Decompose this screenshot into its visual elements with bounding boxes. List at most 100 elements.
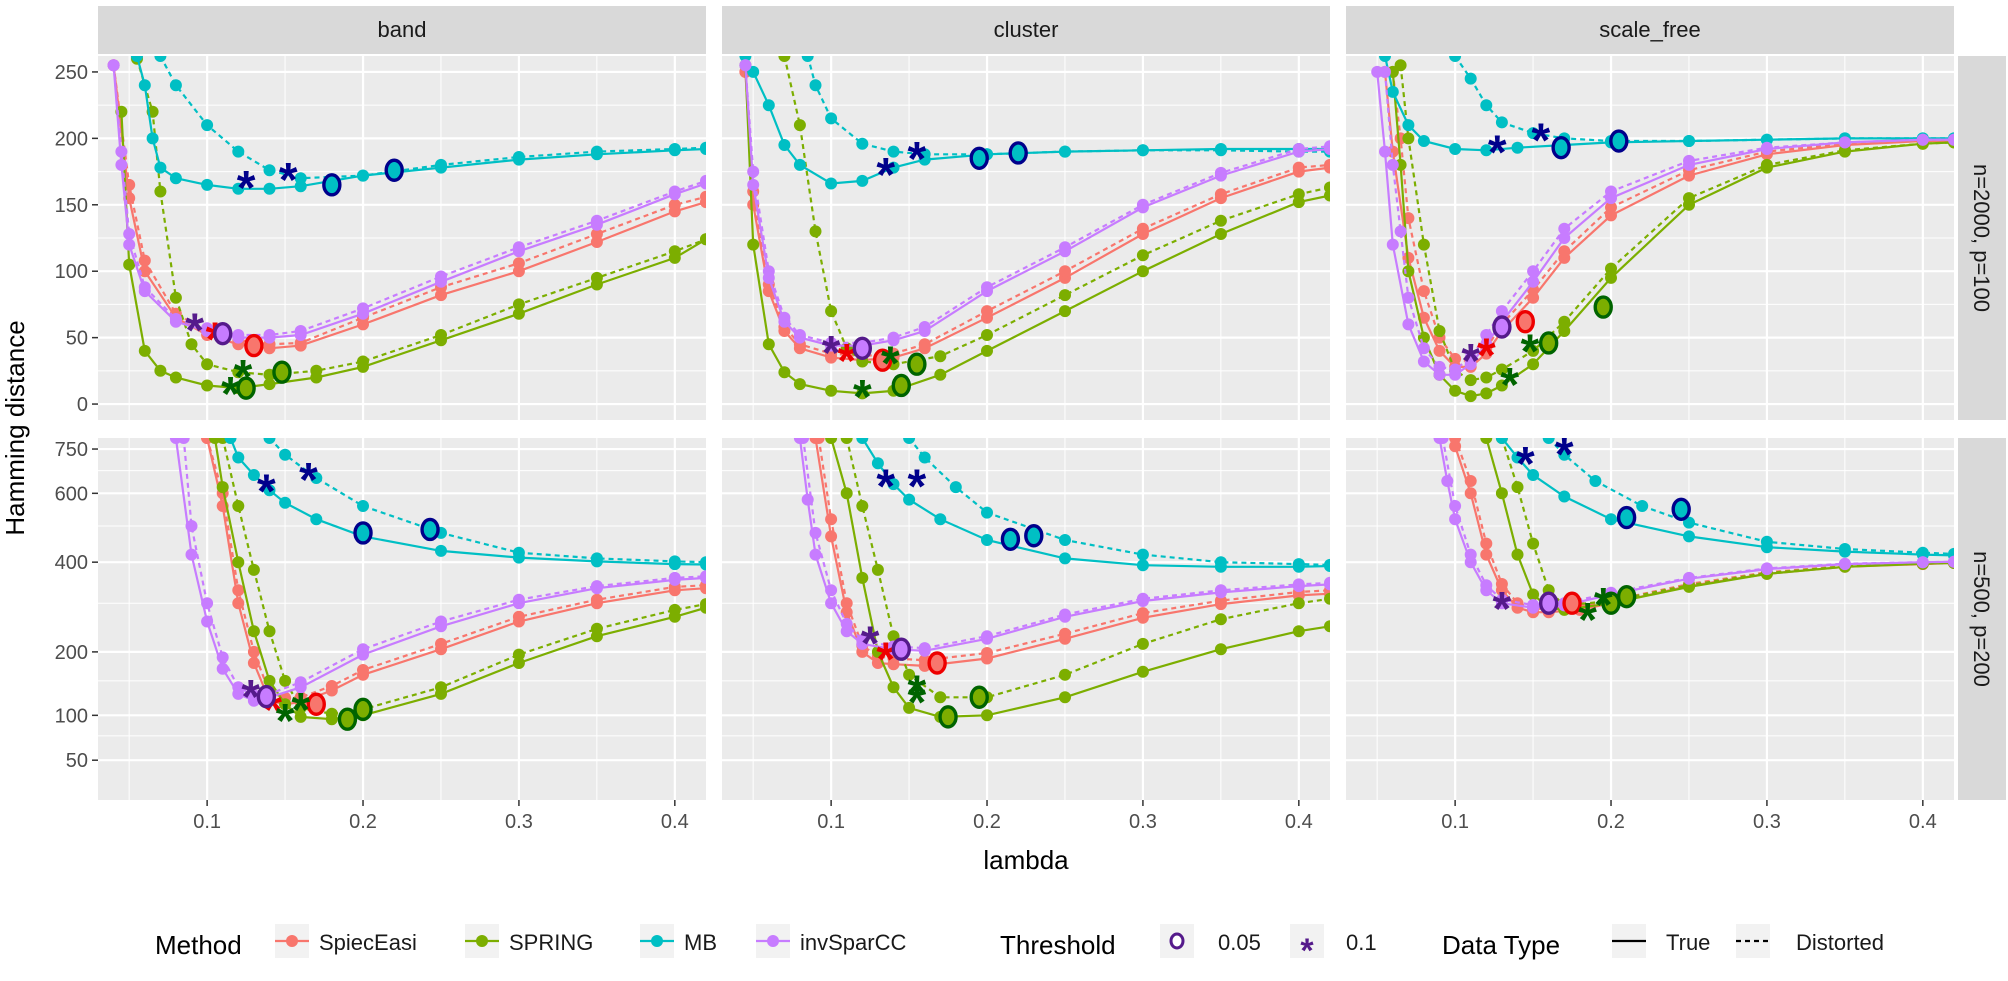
threshold-marker-0.05	[353, 521, 373, 545]
row-strip-bg	[1958, 438, 2006, 800]
data-point	[357, 355, 369, 368]
data-point	[668, 198, 681, 211]
threshold-marker-0.05	[1024, 524, 1044, 548]
data-point	[216, 662, 229, 675]
threshold-marker-0.1: *	[876, 149, 895, 202]
threshold-marker-0.1: *	[1477, 330, 1496, 383]
threshold-marker-0.1: *	[279, 154, 298, 207]
data-point	[216, 651, 229, 664]
data-point	[1838, 136, 1851, 149]
data-point	[793, 119, 806, 132]
data-point	[512, 546, 525, 559]
threshold-marker-0.05	[1562, 591, 1582, 615]
data-point	[700, 556, 706, 569]
data-point	[232, 145, 245, 158]
data-point	[512, 257, 525, 270]
legend-key-threshold-o	[1169, 932, 1185, 950]
data-point	[871, 563, 884, 576]
data-point	[590, 228, 603, 240]
data-point	[1136, 637, 1149, 650]
row-strip-label: n=500, p=200	[1969, 551, 1994, 687]
data-point	[185, 548, 198, 561]
data-point	[325, 707, 338, 720]
threshold-marker-0.05	[969, 146, 989, 170]
y-tick-label: 200	[55, 128, 88, 150]
data-point	[1402, 291, 1415, 304]
panel-scale_free-row1: ****** 0.1 0.2 0.3 0.4	[1346, 428, 1954, 833]
data-point	[1402, 119, 1415, 132]
data-point	[793, 329, 806, 341]
data-point	[981, 534, 993, 546]
data-point	[1495, 363, 1508, 376]
y-tick-label: 50	[66, 328, 88, 350]
data-point	[793, 158, 806, 171]
series-line-SpiecEasi-True	[112, 65, 706, 350]
threshold-marker-0.1: *	[1516, 438, 1535, 491]
data-point	[512, 241, 525, 254]
data-point	[279, 698, 292, 711]
threshold-marker-0.05	[306, 692, 326, 716]
data-point	[435, 637, 447, 650]
data-point	[840, 438, 853, 444]
data-point	[1449, 56, 1462, 62]
threshold-marker-0.05	[891, 637, 911, 661]
strip-bg	[98, 6, 706, 54]
threshold-marker-0.1: *	[1521, 326, 1540, 379]
data-point	[263, 438, 276, 444]
data-point	[801, 56, 814, 62]
data-point	[856, 387, 869, 400]
x-tick-label: 0.2	[349, 811, 377, 833]
data-point	[1214, 584, 1227, 597]
data-point	[793, 378, 806, 391]
threshold-marker-0.1: *	[234, 351, 253, 404]
series-line-SPRING-True	[213, 438, 706, 721]
data-point	[294, 710, 307, 723]
data-point	[435, 270, 447, 283]
data-point	[981, 281, 993, 294]
data-point	[981, 647, 993, 659]
y-tick-label: 400	[55, 552, 88, 574]
threshold-marker-0.1: *	[1555, 428, 1574, 481]
data-point	[247, 657, 260, 669]
data-point	[131, 56, 143, 62]
data-point	[357, 169, 369, 182]
data-point	[1136, 592, 1149, 605]
data-point	[1402, 132, 1415, 145]
data-point	[809, 79, 822, 92]
threshold-marker-0.05	[272, 360, 292, 384]
threshold-marker-0.1: *	[237, 162, 256, 215]
legend-label-true: True	[1666, 930, 1710, 955]
data-point	[918, 338, 931, 351]
legend-label-distorted: Distorted	[1796, 930, 1884, 955]
data-point	[1059, 691, 1071, 704]
data-point	[700, 233, 706, 246]
data-point	[154, 364, 167, 377]
panel-background	[1346, 438, 1954, 800]
data-point	[123, 228, 136, 240]
data-point	[1589, 475, 1602, 487]
data-point	[1214, 556, 1227, 569]
series-line-SpiecEasi-Distorted	[206, 438, 706, 700]
data-point	[1558, 315, 1571, 328]
data-point	[279, 674, 292, 687]
data-point	[146, 132, 159, 145]
threshold-marker-0.1: *	[876, 461, 895, 514]
x-tick-label: 0.3	[1753, 811, 1781, 833]
panel-cluster-row0: **** **	[722, 56, 1330, 420]
data-point	[1683, 530, 1695, 543]
threshold-marker-0.1: *	[1532, 114, 1551, 167]
threshold-marker-0.05	[1000, 527, 1021, 551]
data-point	[1449, 143, 1462, 155]
data-point	[357, 500, 369, 512]
data-point	[700, 570, 706, 583]
data-point	[747, 165, 760, 178]
threshold-marker-0.1: *	[908, 461, 927, 514]
threshold-marker-0.05	[969, 685, 989, 709]
data-point	[216, 481, 229, 494]
strip-label: scale_free	[1599, 17, 1701, 42]
threshold-marker-0.1: *	[1488, 126, 1507, 179]
data-point	[668, 143, 681, 155]
data-point	[1292, 578, 1305, 591]
